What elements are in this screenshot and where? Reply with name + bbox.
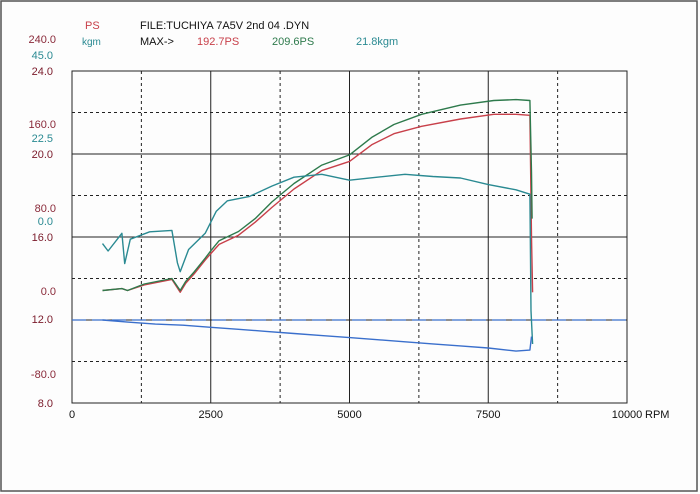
kgm-tick-label: 22.5 (32, 133, 53, 145)
ps-tick-label: 160.0 (28, 119, 56, 131)
afr-tick-label: 24.0 (32, 66, 53, 78)
max-label: MAX-> (140, 36, 174, 48)
x-tick-label: 7500 (476, 409, 500, 421)
kgm-unit-label: kgm (82, 37, 101, 48)
x-tick-labels: 0 2500 5000 7500 10000 (69, 409, 642, 421)
kgm-tick-label: 0.0 (38, 216, 53, 228)
max-ps-value: 192.7PS (197, 36, 239, 48)
kgm-tick-label: 45.0 (32, 50, 53, 62)
x-tick-label: 0 (69, 409, 75, 421)
x-tick-label: 5000 (337, 409, 361, 421)
afr-tick-label: 8.0 (38, 398, 53, 410)
series-lines (72, 98, 627, 352)
grid (72, 71, 627, 403)
ps-tick-label: 0.0 (41, 286, 56, 298)
ps-tick-label: -80.0 (31, 369, 56, 381)
afr-tick-label: 20.0 (32, 149, 53, 161)
x-tick-label: 2500 (199, 409, 223, 421)
x-axis-label: RPM (645, 409, 669, 421)
series-line-ps-2- (102, 98, 533, 292)
series-line-kgm (101, 173, 534, 345)
max-ps2-value: 209.6PS (272, 36, 314, 48)
series-line-ps (102, 113, 534, 293)
series-line-afr (102, 319, 533, 352)
ps-unit-label: PS (85, 20, 100, 32)
file-name: FILE:TUCHIYA 7A5V 2nd 04 .DYN (140, 20, 309, 32)
ps-tick-label: 80.0 (35, 203, 56, 215)
afr-tick-label: 12.0 (32, 314, 53, 326)
y-tick-labels: 240.0160.080.00.0-80.045.022.50.024.020.… (28, 34, 56, 410)
max-kgm-value: 21.8kgm (356, 36, 398, 48)
afr-tick-label: 16.0 (32, 232, 53, 244)
ps-tick-label: 240.0 (28, 34, 56, 46)
x-tick-label: 10000 (612, 409, 643, 421)
